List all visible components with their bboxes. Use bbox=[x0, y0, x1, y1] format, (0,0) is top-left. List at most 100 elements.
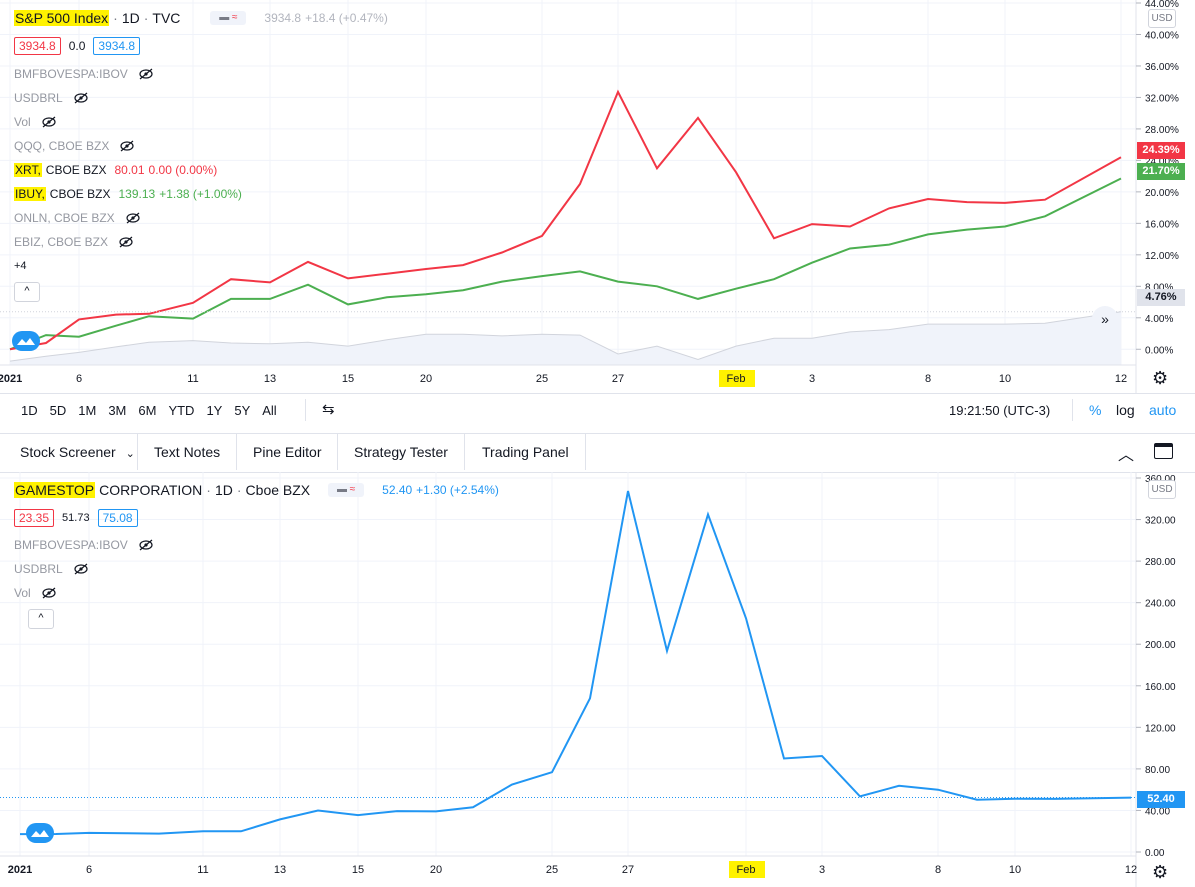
range-1y[interactable]: 1Y bbox=[206, 403, 223, 418]
badge-ibuy: 21.70% bbox=[1137, 163, 1185, 180]
x-tick-label: 20 bbox=[420, 373, 432, 385]
toolbar-divider bbox=[1072, 399, 1073, 421]
x-tick-label: 15 bbox=[342, 373, 354, 385]
hidden-eye-icon[interactable] bbox=[119, 140, 135, 152]
hidden-eye-icon[interactable] bbox=[73, 92, 89, 104]
legend-hidden-qqq[interactable]: QQQ, CBOE BZX bbox=[14, 139, 135, 153]
collapse-panel-icon[interactable]: ︿ bbox=[1118, 447, 1135, 464]
axis-settings-gear-icon[interactable]: ⚙ bbox=[1152, 368, 1169, 388]
legend-ibuy-symbol: IBUY, bbox=[14, 187, 46, 201]
range-6m[interactable]: 6M bbox=[138, 403, 157, 418]
range-5y[interactable]: 5Y bbox=[234, 403, 251, 418]
y-tick-label: 40.00 bbox=[1145, 806, 1170, 817]
top-main-legend[interactable]: S&P 500 Index · 1D · TVC ▬ ≈ 3934.8 +18.… bbox=[14, 10, 388, 26]
y-tick-label: 80.00 bbox=[1145, 765, 1170, 776]
legend-xrt[interactable]: XRT, CBOE BZX 80.01 0.00 (0.00%) bbox=[14, 163, 217, 177]
tab-trading-panel[interactable]: Trading Panel bbox=[466, 434, 586, 470]
range-buttons: 1D 5D 1M 3M 6M YTD 1Y 5Y All bbox=[21, 403, 289, 418]
x-tick-label: Feb bbox=[727, 373, 746, 385]
legend-hidden-ebiz[interactable]: EBIZ, CBOE BZX bbox=[14, 235, 134, 249]
hidden-eye-icon[interactable] bbox=[41, 587, 57, 599]
tab-stock-screener[interactable]: Stock Screener ⌄ bbox=[4, 434, 138, 470]
hidden-eye-icon[interactable] bbox=[138, 68, 154, 80]
bottom-currency-label[interactable]: USD bbox=[1148, 480, 1176, 499]
x-tick-label: 8 bbox=[935, 864, 941, 876]
bottom-chart-area[interactable]: 360.00320.00280.00240.00200.00160.00120.… bbox=[0, 472, 1195, 887]
hidden-eye-icon[interactable] bbox=[41, 116, 57, 128]
bottom-symbol-rest[interactable]: CORPORATION bbox=[99, 482, 203, 498]
y-tick-label: 0.00% bbox=[1145, 345, 1173, 356]
hidden-eye-icon[interactable] bbox=[125, 212, 141, 224]
y-tick-label: 120.00 bbox=[1145, 723, 1176, 734]
legend-hidden-usdbrl[interactable]: USDBRL bbox=[14, 91, 89, 105]
legend-more-count[interactable]: +4 bbox=[14, 260, 27, 272]
top-visibility-toggle-icon[interactable]: ▬ ≈ bbox=[210, 11, 247, 25]
tab-pine-editor[interactable]: Pine Editor bbox=[237, 434, 339, 470]
top-legend-collapse-button[interactable]: ^ bbox=[14, 282, 40, 302]
range-1m[interactable]: 1M bbox=[78, 403, 97, 418]
bottom-legend-hidden-usdbrl[interactable]: USDBRL bbox=[14, 562, 89, 576]
top-chart-area[interactable]: 44.00% 40.00% 36.00% 32.00% 28.00% 24.00% 20.0… bbox=[0, 0, 1195, 430]
tab-text-notes[interactable]: Text Notes bbox=[138, 434, 238, 470]
bottom-legend-hidden-vol[interactable]: Vol bbox=[14, 586, 57, 600]
x-tick-label: Feb bbox=[737, 864, 756, 876]
legend-ibuy[interactable]: IBUY, CBOE BZX 139.13 +1.38 (+1.00%) bbox=[14, 187, 242, 201]
top-exchange: TVC bbox=[152, 10, 181, 26]
scroll-to-realtime-icon[interactable]: » bbox=[1092, 306, 1118, 332]
go-to-date-icon[interactable]: ⇆ bbox=[322, 401, 335, 418]
legend-xrt-symbol: XRT, bbox=[14, 163, 42, 177]
hidden-eye-icon[interactable] bbox=[138, 539, 154, 551]
x-tick-label: 20 bbox=[430, 864, 442, 876]
legend-xrt-exchange: CBOE BZX bbox=[45, 163, 107, 177]
bottom-interval: 1D bbox=[214, 482, 233, 498]
range-1d[interactable]: 1D bbox=[21, 403, 38, 418]
percent-scale-toggle[interactable]: % bbox=[1089, 402, 1102, 418]
y-tick-label: 280.00 bbox=[1145, 557, 1176, 568]
legend-hidden-ibov[interactable]: BMFBOVESPA:IBOV bbox=[14, 67, 154, 81]
bottom-visibility-toggle-icon[interactable]: ▬ ≈ bbox=[328, 483, 365, 497]
x-tick-label: 11 bbox=[187, 373, 198, 385]
bottom-price-axis[interactable]: 360.00 320.00 280.00 240.00 200.00 160.00 120.… bbox=[1136, 474, 1176, 859]
top-price-axis[interactable]: 44.00% 40.00% 36.00% 32.00% 28.00% 24.00% 20.0… bbox=[1136, 0, 1179, 356]
bottom-main-legend[interactable]: GAMESTOP CORPORATION · 1D · Cboe BZX ▬ ≈… bbox=[14, 482, 499, 498]
maximize-panel-icon[interactable] bbox=[1154, 443, 1173, 459]
series-line-gamestop-corporation bbox=[19, 490, 1132, 836]
range-all[interactable]: All bbox=[262, 403, 277, 418]
series-line-xrt bbox=[9, 89, 1122, 351]
hidden-eye-icon[interactable] bbox=[118, 236, 134, 248]
legend-label: EBIZ, CBOE BZX bbox=[14, 235, 109, 249]
hidden-eye-icon[interactable] bbox=[73, 563, 89, 575]
top-ohlc-right: 3934.8 bbox=[93, 37, 141, 55]
legend-hidden-vol[interactable]: Vol bbox=[14, 115, 57, 129]
top-symbol[interactable]: S&P 500 Index bbox=[14, 10, 110, 26]
tab-label: Pine Editor bbox=[253, 444, 322, 460]
x-tick-label: 13 bbox=[274, 864, 286, 876]
badge-xrt: 24.39% bbox=[1137, 142, 1185, 159]
log-scale-toggle[interactable]: log bbox=[1116, 402, 1135, 418]
bottom-time-axis[interactable]: 2021 6 11 13 15 20 25 27 Feb 3 8 10 12 bbox=[8, 861, 1137, 878]
tab-strategy-tester[interactable]: Strategy Tester bbox=[338, 434, 465, 470]
bottom-exchange: Cboe BZX bbox=[245, 482, 311, 498]
chevron-down-icon[interactable]: ⌄ bbox=[125, 448, 135, 460]
top-ohlc-row: 3934.8 0.0 3934.8 bbox=[14, 37, 141, 55]
clock-time[interactable]: 19:21:50 (UTC-3) bbox=[949, 403, 1051, 418]
toolbar-divider bbox=[305, 399, 306, 421]
bottom-legend-hidden-ibov[interactable]: BMFBOVESPA:IBOV bbox=[14, 538, 154, 552]
auto-scale-toggle[interactable]: auto bbox=[1149, 402, 1177, 418]
top-currency-label[interactable]: USD bbox=[1148, 9, 1176, 28]
range-ytd[interactable]: YTD bbox=[168, 403, 195, 418]
y-tick-label: 360.00 bbox=[1145, 474, 1176, 485]
legend-label: BMFBOVESPA:IBOV bbox=[14, 538, 128, 552]
top-time-axis[interactable]: 2021 6 11 13 15 20 25 27 Feb 3 8 10 12 bbox=[0, 370, 1127, 387]
legend-label: Vol bbox=[14, 586, 31, 600]
legend-label: USDBRL bbox=[14, 562, 63, 576]
y-tick-label: 20.00% bbox=[1145, 188, 1179, 199]
top-grid bbox=[0, 0, 1136, 365]
range-5d[interactable]: 5D bbox=[49, 403, 67, 418]
bottom-legend-collapse-button[interactable]: ^ bbox=[28, 609, 54, 629]
bottom-symbol-highlight[interactable]: GAMESTOP bbox=[14, 482, 96, 498]
range-3m[interactable]: 3M bbox=[108, 403, 127, 418]
tab-label: Stock Screener bbox=[20, 444, 116, 460]
bottom-axis-settings-gear-icon[interactable]: ⚙ bbox=[1152, 862, 1169, 882]
legend-hidden-onln[interactable]: ONLN, CBOE BZX bbox=[14, 211, 141, 225]
